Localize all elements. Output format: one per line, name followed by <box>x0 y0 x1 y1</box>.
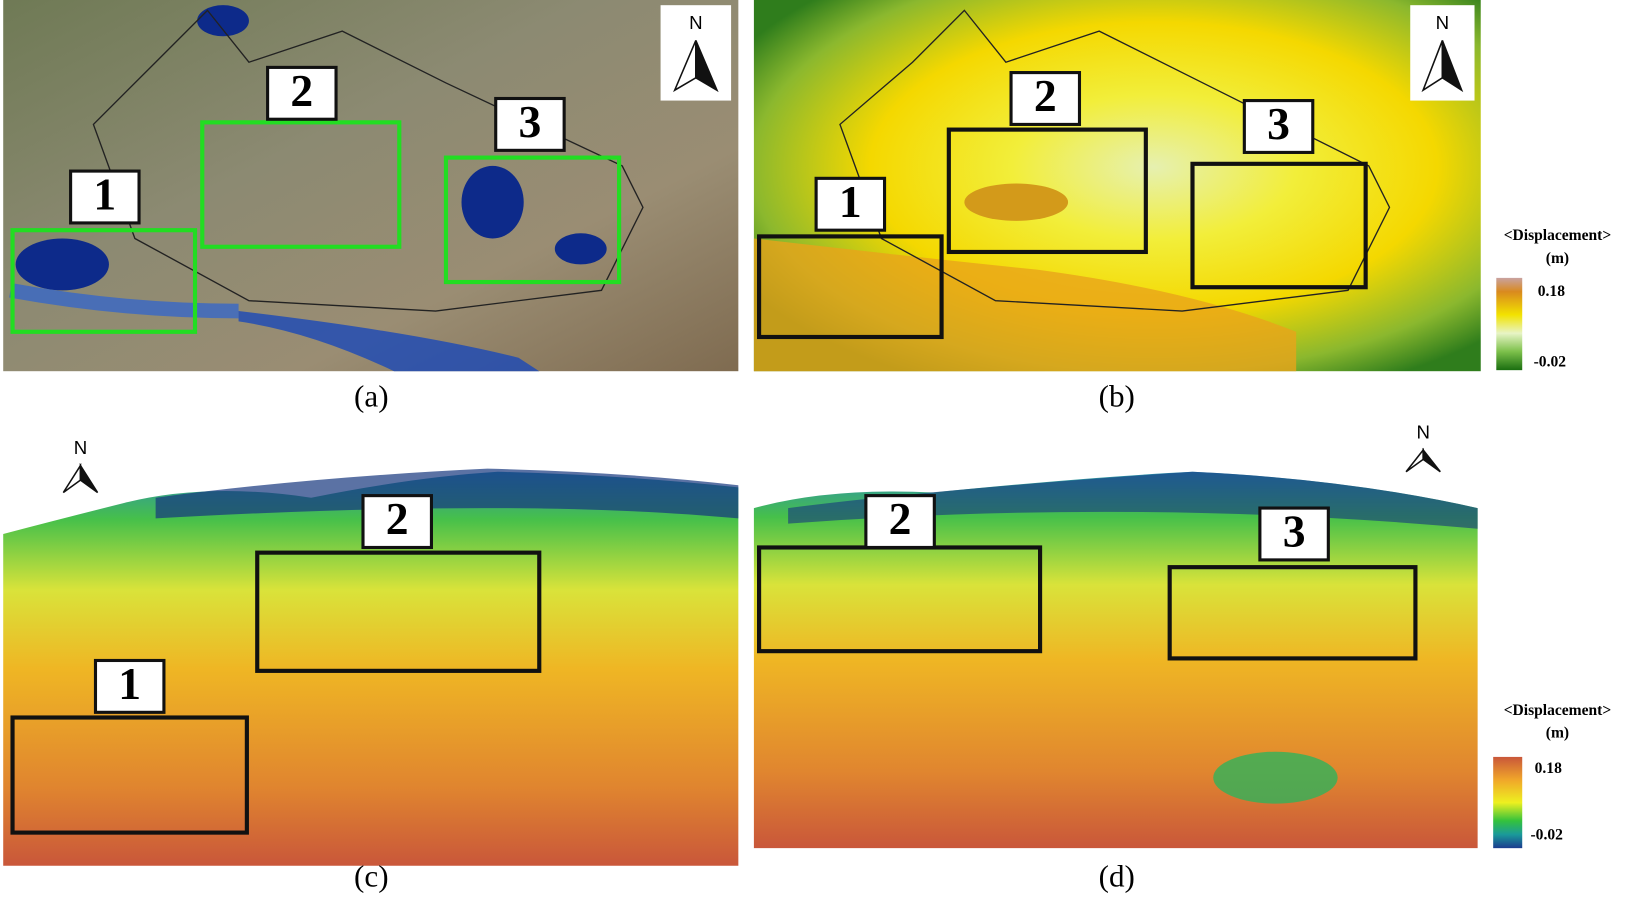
region-label: 3 <box>519 96 542 147</box>
region-label-box <box>814 176 887 232</box>
colorbar-unit: (m) <box>1546 725 1569 742</box>
region-box <box>1167 565 1418 661</box>
region-label-box <box>69 169 141 225</box>
region-label-box <box>361 494 433 550</box>
region-label-box <box>1258 506 1330 562</box>
panel-caption: (a) <box>354 378 389 413</box>
region-box <box>1190 161 1368 290</box>
colorbar-max: 0.18 <box>1535 760 1562 777</box>
north-label: N <box>74 437 87 458</box>
region-box <box>10 228 198 334</box>
north-label: N <box>1436 12 1449 33</box>
north-arrow <box>1441 40 1464 93</box>
north-label: N <box>1416 421 1429 442</box>
north-label: N <box>689 12 702 33</box>
colorbar-min: -0.02 <box>1531 826 1564 843</box>
north-arrow <box>1405 447 1424 473</box>
map-a <box>3 0 739 372</box>
region-box <box>200 120 402 249</box>
panel-caption: (d) <box>1099 858 1135 893</box>
region-label-box <box>864 494 936 550</box>
region-label: 1 <box>93 169 116 220</box>
colorbar <box>1493 756 1523 849</box>
region-label: 1 <box>839 176 862 227</box>
north-arrow <box>79 462 99 494</box>
region-label: 2 <box>386 493 409 544</box>
region-label-box <box>1242 99 1315 154</box>
region-label: 2 <box>889 493 912 544</box>
north-arrow <box>62 462 82 494</box>
colorbar-title: <Displacement> <box>1504 702 1612 719</box>
region-label: 2 <box>290 65 313 116</box>
panel-caption: (b) <box>1099 378 1135 413</box>
colorbar-max: 0.18 <box>1538 283 1565 300</box>
colorbar-unit: (m) <box>1546 250 1569 267</box>
region-label: 3 <box>1283 506 1306 557</box>
region-label-box <box>494 96 566 152</box>
panel-caption: (c) <box>354 858 389 893</box>
region-box <box>10 715 249 835</box>
colorbar-min: -0.02 <box>1534 353 1567 370</box>
region-label-box <box>1009 71 1082 126</box>
region-label-box <box>93 658 166 714</box>
region-box <box>443 155 622 285</box>
colorbar-title: <Displacement> <box>1504 227 1612 244</box>
region-box <box>757 234 944 340</box>
north-arrow <box>1422 447 1441 473</box>
region-label: 3 <box>1267 98 1290 149</box>
region-label: 1 <box>118 658 141 709</box>
region-box <box>255 550 542 673</box>
colorbar <box>1496 277 1523 371</box>
region-box <box>946 127 1148 255</box>
north-arrow <box>695 40 719 93</box>
region-label: 2 <box>1034 70 1057 121</box>
region-label-box <box>266 65 338 121</box>
